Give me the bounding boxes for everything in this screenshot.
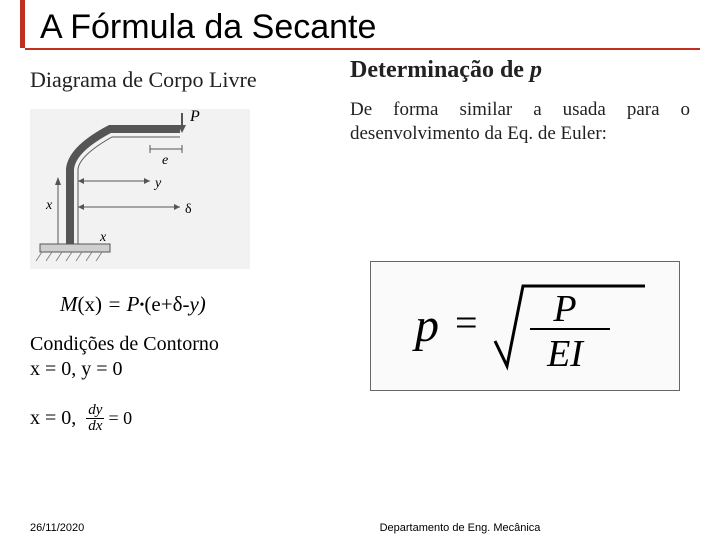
formula-den: EI bbox=[546, 333, 585, 375]
moment-arg: (x) bbox=[78, 292, 103, 316]
left-subtitle: Diagrama de Corpo Livre bbox=[30, 67, 330, 93]
right-subtitle: Determinação de p bbox=[350, 57, 690, 84]
formula-eq: = bbox=[455, 300, 478, 345]
formula-box: p = P EI bbox=[370, 261, 680, 391]
moment-equation: M(x) = P•(e+δ-y) bbox=[60, 292, 330, 317]
svg-text:y: y bbox=[153, 176, 162, 191]
content-area: Diagrama de Corpo Livre P bbox=[0, 51, 720, 63]
fraction-numerator: dy bbox=[86, 403, 104, 419]
title-bar: A Fórmula da Secante bbox=[0, 0, 720, 51]
free-body-diagram: P e y δ x x bbox=[30, 109, 250, 269]
svg-text:x: x bbox=[45, 198, 53, 213]
fraction-denominator: dx bbox=[86, 419, 104, 434]
fraction: dy dx bbox=[86, 403, 104, 434]
formula-lhs: p bbox=[412, 299, 439, 352]
svg-text:P: P bbox=[189, 109, 200, 125]
formula-num: P bbox=[552, 288, 576, 330]
derivative-expression: dy dx = 0 bbox=[86, 403, 132, 434]
right-subtitle-text: Determinação de bbox=[350, 57, 530, 83]
right-body-text: De forma similar a usada para o desenvol… bbox=[350, 98, 690, 146]
right-subtitle-p: p bbox=[530, 57, 542, 83]
boundary-conditions-title: Condições de Contorno bbox=[30, 333, 330, 356]
formula-svg: p = P EI bbox=[395, 271, 655, 381]
moment-close: -y) bbox=[182, 292, 205, 316]
footer-date: 26/11/2020 bbox=[30, 522, 230, 534]
svg-text:δ: δ bbox=[185, 202, 192, 217]
svg-text:e: e bbox=[162, 153, 168, 168]
title-accent-vertical bbox=[20, 0, 25, 48]
boundary-condition-2: x = 0, dy dx = 0 bbox=[30, 403, 330, 434]
right-column: Determinação de p De forma similar a usa… bbox=[350, 57, 690, 146]
moment-delta: δ bbox=[173, 292, 183, 316]
footer: 26/11/2020 Departamento de Eng. Mecânica bbox=[30, 522, 690, 534]
bc2-prefix: x = 0, bbox=[30, 407, 76, 430]
page-title: A Fórmula da Secante bbox=[40, 8, 720, 47]
boundary-condition-1: x = 0, y = 0 bbox=[30, 358, 330, 381]
svg-text:x: x bbox=[99, 230, 107, 245]
footer-department: Departamento de Eng. Mecânica bbox=[230, 522, 690, 534]
derivative-equals-zero: = 0 bbox=[108, 408, 132, 429]
moment-M: M bbox=[60, 292, 78, 316]
left-column: Diagrama de Corpo Livre P bbox=[30, 67, 330, 434]
title-accent-horizontal bbox=[25, 48, 700, 50]
moment-eq-sign: = P bbox=[102, 292, 140, 316]
moment-open: (e+ bbox=[144, 292, 172, 316]
